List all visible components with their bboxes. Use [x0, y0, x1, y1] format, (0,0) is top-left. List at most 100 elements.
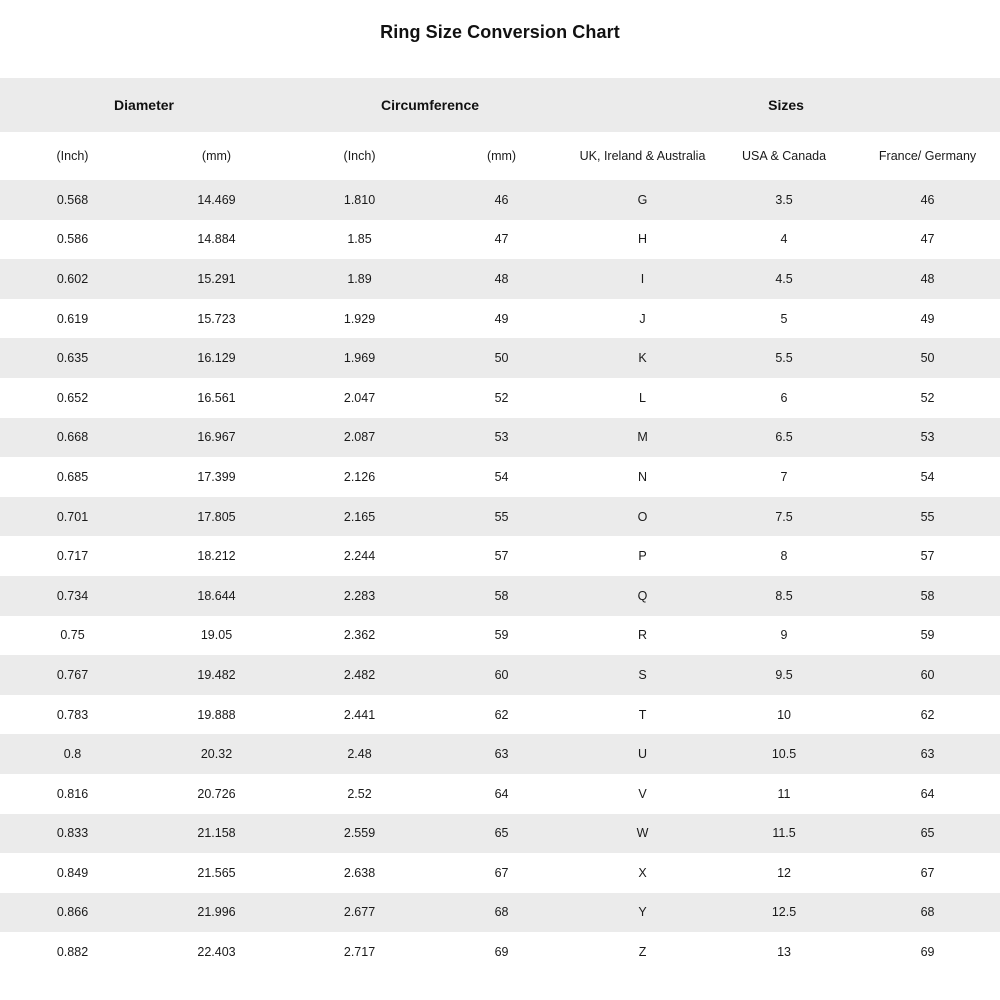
- cell-diameter-inch: 0.668: [56, 430, 89, 445]
- cell-circumference-inch: 1.89: [347, 271, 372, 286]
- cell-uk-ireland-australia: U: [638, 747, 648, 762]
- cell-circumference-mm: 54: [494, 469, 509, 484]
- cell-diameter-inch: 0.8: [63, 747, 82, 762]
- cell-diameter-mm: 19.482: [197, 667, 236, 682]
- cell-diameter-mm: 19.888: [197, 707, 236, 722]
- cell-diameter-mm: 14.469: [197, 192, 236, 207]
- cell-diameter-mm: 18.644: [197, 588, 236, 603]
- cell-france-germany: 50: [920, 351, 935, 366]
- table-row: 0.783 19.888 2.441 62 T 10 62: [0, 694, 1000, 735]
- cell-uk-ireland-australia: T: [638, 707, 647, 722]
- cell-france-germany: 53: [920, 430, 935, 445]
- cell-uk-ireland-australia: R: [638, 628, 648, 643]
- table-row: 0.882 22.403 2.717 69 Z 13 69: [0, 932, 1000, 972]
- cell-usa-canada: 9: [780, 628, 788, 643]
- cell-france-germany: 62: [920, 707, 935, 722]
- cell-uk-ireland-australia: Q: [637, 588, 648, 603]
- table-body: 0.568 14.469 1.810 46 G 3.5 46 0.586 14.884 1.85 4…: [0, 180, 1000, 972]
- cell-uk-ireland-australia: G: [637, 192, 648, 207]
- cell-usa-canada: 7: [780, 469, 788, 484]
- cell-circumference-inch: 1.969: [343, 351, 376, 366]
- cell-diameter-inch: 0.734: [56, 588, 89, 603]
- cell-circumference-inch: 2.165: [343, 509, 376, 524]
- cell-diameter-mm: 15.723: [197, 311, 236, 326]
- cell-uk-ireland-australia: L: [639, 390, 646, 405]
- cell-uk-ireland-australia: O: [637, 509, 648, 524]
- cell-france-germany: 52: [920, 390, 935, 405]
- cell-diameter-inch: 0.685: [56, 469, 89, 484]
- cell-france-germany: 67: [920, 865, 935, 880]
- cell-france-germany: 46: [920, 192, 935, 207]
- cell-uk-ireland-australia: V: [638, 786, 647, 801]
- cell-usa-canada: 5: [780, 311, 788, 326]
- cell-diameter-inch: 0.866: [56, 905, 89, 920]
- cell-usa-canada: 10.5: [771, 747, 797, 762]
- cell-uk-ireland-australia: M: [637, 430, 648, 445]
- cell-usa-canada: 6.5: [775, 430, 793, 445]
- cell-usa-canada: 11: [777, 786, 791, 801]
- cell-circumference-inch: 1.85: [347, 232, 372, 247]
- cell-diameter-mm: 16.967: [197, 430, 236, 445]
- table-row: 0.833 21.158 2.559 65 W 11.5 65: [0, 813, 1000, 854]
- table-row: 0.75 19.05 2.362 59 R 9 59: [0, 615, 1000, 656]
- cell-circumference-mm: 57: [494, 549, 509, 564]
- table-row: 0.619 15.723 1.929 49 J 5 49: [0, 298, 1000, 339]
- cell-diameter-inch: 0.717: [56, 549, 89, 564]
- cell-diameter-inch: 0.783: [56, 707, 89, 722]
- cell-diameter-mm: 14.884: [197, 232, 236, 247]
- cell-circumference-inch: 2.482: [343, 667, 376, 682]
- column-header-france-germany: France/ Germany: [878, 148, 977, 163]
- cell-circumference-mm: 53: [494, 430, 509, 445]
- cell-circumference-mm: 68: [494, 905, 509, 920]
- cell-circumference-mm: 59: [494, 628, 509, 643]
- table-row: 0.866 21.996 2.677 68 Y 12.5 68: [0, 892, 1000, 933]
- cell-circumference-mm: 46: [494, 192, 509, 207]
- cell-circumference-inch: 2.126: [343, 469, 376, 484]
- cell-france-germany: 65: [920, 826, 935, 841]
- cell-circumference-mm: 62: [494, 707, 509, 722]
- cell-usa-canada: 11.5: [772, 826, 796, 841]
- group-header-circumference: Circumference: [381, 97, 480, 113]
- table-head: Diameter Circumference Sizes (Inch) (mm)…: [0, 78, 1000, 180]
- cell-diameter-inch: 0.619: [56, 311, 89, 326]
- cell-usa-canada: 7.5: [775, 509, 793, 524]
- cell-uk-ireland-australia: S: [638, 667, 647, 682]
- cell-france-germany: 49: [920, 311, 935, 326]
- table-row: 0.652 16.561 2.047 52 L 6 52: [0, 377, 1000, 418]
- cell-circumference-inch: 1.929: [343, 311, 376, 326]
- table-row: 0.668 16.967 2.087 53 M 6.5 53: [0, 417, 1000, 458]
- cell-diameter-inch: 0.882: [56, 945, 89, 960]
- cell-diameter-inch: 0.767: [56, 667, 89, 682]
- table-row: 0.717 18.212 2.244 57 P 8 57: [0, 536, 1000, 576]
- cell-france-germany: 64: [920, 786, 935, 801]
- cell-uk-ireland-australia: J: [639, 311, 646, 326]
- cell-circumference-mm: 63: [494, 747, 509, 762]
- cell-usa-canada: 13: [777, 945, 791, 960]
- group-header-sizes: Sizes: [768, 97, 804, 113]
- cell-diameter-inch: 0.849: [56, 865, 89, 880]
- cell-circumference-inch: 2.717: [343, 945, 376, 960]
- column-header-circumference-mm: (mm): [486, 148, 517, 163]
- cell-diameter-mm: 16.129: [197, 351, 236, 366]
- cell-circumference-inch: 2.047: [343, 390, 376, 405]
- cell-circumference-mm: 52: [494, 390, 509, 405]
- cell-circumference-mm: 65: [494, 826, 509, 841]
- cell-france-germany: 58: [920, 588, 935, 603]
- cell-france-germany: 55: [920, 509, 935, 524]
- cell-uk-ireland-australia: I: [640, 271, 645, 286]
- cell-france-germany: 60: [920, 667, 935, 682]
- column-header-usa-canada: USA & Canada: [741, 148, 827, 163]
- cell-usa-canada: 8.5: [775, 588, 793, 603]
- table-row: 0.685 17.399 2.126 54 N 7 54: [0, 457, 1000, 497]
- cell-circumference-mm: 50: [494, 351, 509, 366]
- table-row: 0.635 16.129 1.969 50 K 5.5 50: [0, 338, 1000, 378]
- cell-uk-ireland-australia: P: [638, 549, 647, 564]
- cell-diameter-mm: 22.403: [197, 945, 236, 960]
- cell-uk-ireland-australia: K: [638, 351, 647, 366]
- column-header-diameter-inch: (Inch): [56, 148, 89, 163]
- cell-france-germany: 48: [920, 271, 935, 286]
- cell-circumference-inch: 2.638: [343, 865, 376, 880]
- cell-diameter-inch: 0.602: [56, 271, 89, 286]
- cell-circumference-inch: 2.244: [343, 549, 376, 564]
